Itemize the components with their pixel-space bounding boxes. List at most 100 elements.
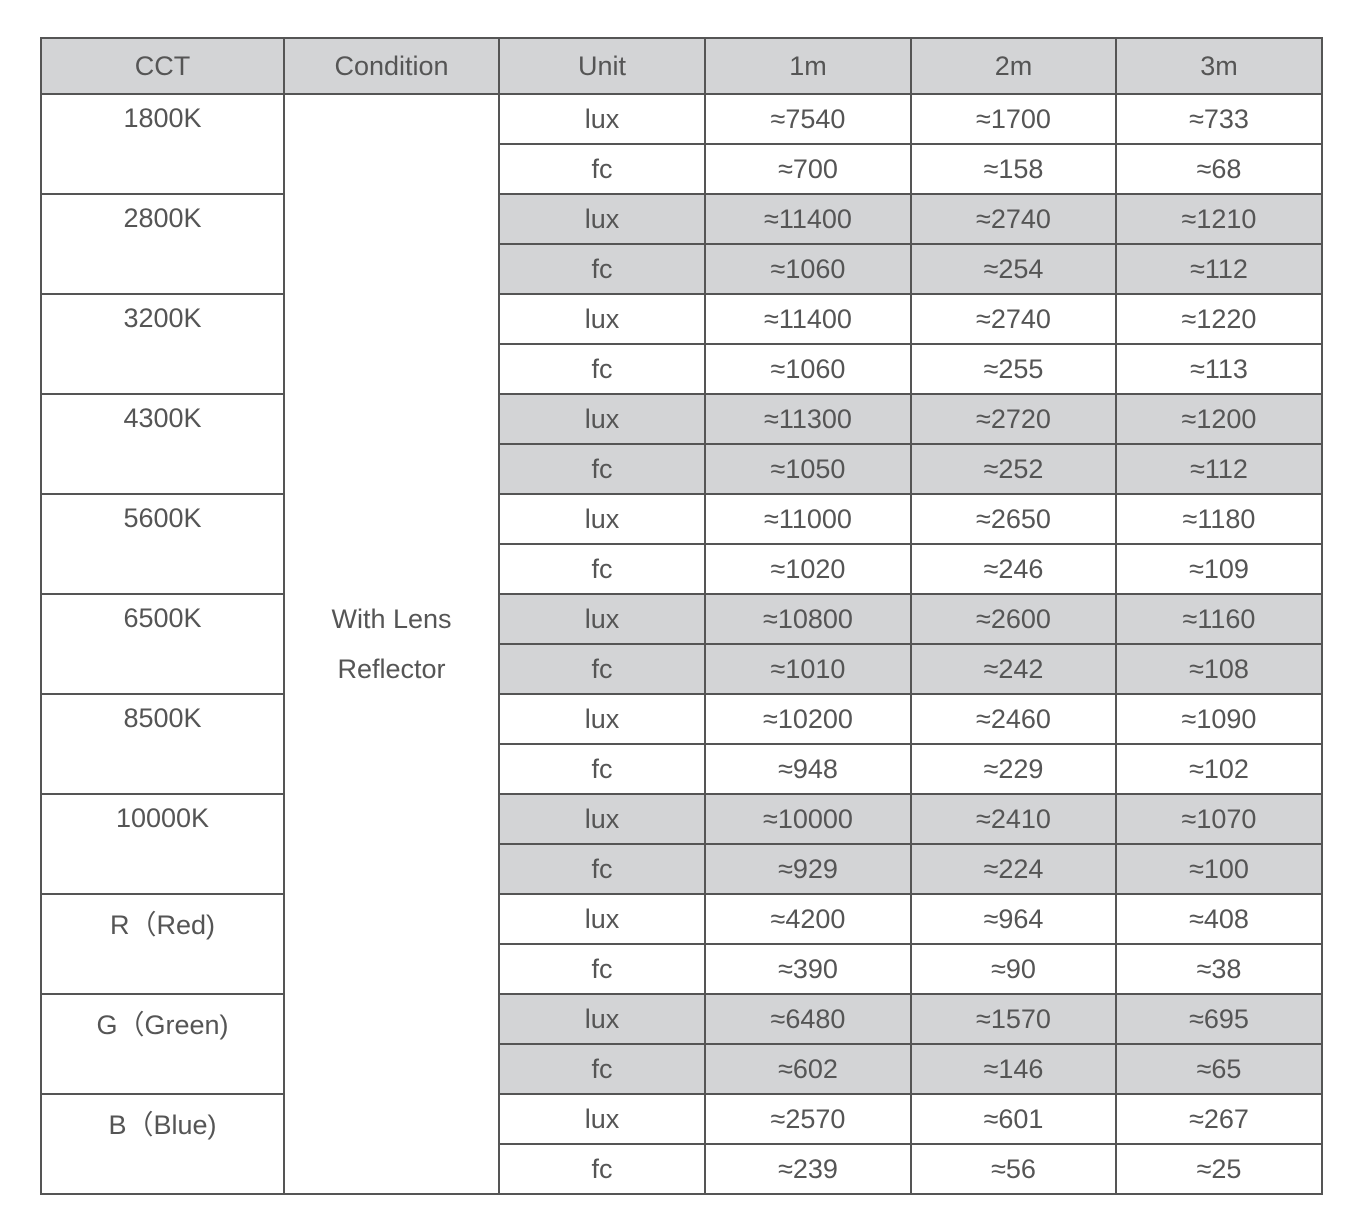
unit-cell: lux (498, 93, 706, 145)
cct-cell: 5600K (40, 493, 285, 595)
value-2m: ≈146 (910, 1043, 1117, 1095)
cct-cell: G（Green) (40, 993, 285, 1095)
table-row: fc ≈929 ≈224 ≈100 (41, 843, 1323, 895)
value-3m: ≈1200 (1115, 393, 1323, 445)
value-2m: ≈254 (910, 243, 1117, 295)
value-1m: ≈10800 (704, 593, 912, 645)
header-cct: CCT (40, 37, 285, 95)
value-2m: ≈246 (910, 543, 1117, 595)
unit-cell: fc (498, 743, 706, 795)
value-3m: ≈25 (1115, 1143, 1323, 1195)
value-2m: ≈2410 (910, 793, 1117, 845)
value-2m: ≈2650 (910, 493, 1117, 545)
value-3m: ≈113 (1115, 343, 1323, 395)
value-2m: ≈229 (910, 743, 1117, 795)
table-row: G（Green) lux ≈6480 ≈1570 ≈695 (40, 993, 1323, 1095)
value-3m: ≈108 (1115, 643, 1323, 695)
value-1m: ≈10000 (704, 793, 912, 845)
value-2m: ≈1570 (910, 993, 1117, 1045)
unit-cell: lux (498, 993, 706, 1045)
value-1m: ≈6480 (704, 993, 912, 1045)
value-1m: ≈11400 (704, 193, 912, 245)
unit-cell: fc (498, 843, 706, 895)
table-row: fc ≈948 ≈229 ≈102 (41, 743, 1323, 795)
table-row: fc ≈1060 ≈255 ≈113 (41, 343, 1323, 395)
value-2m: ≈2740 (910, 293, 1117, 345)
table-row: R（Red) lux ≈4200 ≈964 ≈408 (40, 893, 1323, 995)
cct-cell: 3200K (40, 293, 285, 395)
unit-cell: fc (498, 243, 706, 295)
value-1m: ≈1020 (704, 543, 912, 595)
value-3m: ≈38 (1115, 943, 1323, 995)
value-1m: ≈239 (704, 1143, 912, 1195)
table-row: 10000K lux ≈10000 ≈2410 ≈1070 (40, 793, 1323, 895)
value-2m: ≈2720 (910, 393, 1117, 445)
value-3m: ≈109 (1115, 543, 1323, 595)
value-1m: ≈4200 (704, 893, 912, 945)
cct-cell: 4300K (40, 393, 285, 495)
unit-cell: fc (498, 143, 706, 195)
table-row: 2800K lux ≈11400 ≈2740 ≈1210 (40, 193, 1323, 295)
value-1m: ≈1010 (704, 643, 912, 695)
table-row: 6500K lux ≈10800 ≈2600 ≈1160 (40, 593, 1323, 695)
header-3m: 3m (1115, 37, 1323, 95)
cct-cell: R（Red) (40, 893, 285, 995)
unit-cell: lux (498, 1093, 706, 1145)
value-3m: ≈1160 (1115, 593, 1323, 645)
value-3m: ≈1220 (1115, 293, 1323, 345)
value-3m: ≈65 (1115, 1043, 1323, 1095)
value-3m: ≈695 (1115, 993, 1323, 1045)
value-2m: ≈2740 (910, 193, 1117, 245)
unit-cell: fc (498, 1043, 706, 1095)
table-row: 4300K lux ≈11300 ≈2720 ≈1200 (40, 393, 1323, 495)
unit-cell: fc (498, 543, 706, 595)
value-2m: ≈56 (910, 1143, 1117, 1195)
cct-cell: 10000K (40, 793, 285, 895)
value-2m: ≈964 (910, 893, 1117, 945)
value-3m: ≈68 (1115, 143, 1323, 195)
value-1m: ≈1050 (704, 443, 912, 495)
header-condition: Condition (283, 37, 500, 95)
value-2m: ≈2600 (910, 593, 1117, 645)
value-3m: ≈112 (1115, 243, 1323, 295)
value-1m: ≈11400 (704, 293, 912, 345)
cct-cell: B（Blue) (40, 1093, 285, 1195)
table-row: 3200K lux ≈11400 ≈2740 ≈1220 (40, 293, 1323, 395)
cct-cell: 2800K (40, 193, 285, 295)
value-2m: ≈2460 (910, 693, 1117, 745)
unit-cell: lux (498, 193, 706, 245)
unit-cell: lux (498, 693, 706, 745)
value-1m: ≈929 (704, 843, 912, 895)
header-unit: Unit (498, 37, 706, 95)
unit-cell: lux (498, 893, 706, 945)
value-3m: ≈1210 (1115, 193, 1323, 245)
value-2m: ≈224 (910, 843, 1117, 895)
value-1m: ≈11000 (704, 493, 912, 545)
unit-cell: lux (498, 493, 706, 545)
cct-cell: 1800K (40, 93, 285, 195)
cct-cell: 8500K (40, 693, 285, 795)
cct-cell: 6500K (40, 593, 285, 695)
unit-cell: fc (498, 343, 706, 395)
value-2m: ≈90 (910, 943, 1117, 995)
value-1m: ≈7540 (704, 93, 912, 145)
unit-cell: lux (498, 793, 706, 845)
value-1m: ≈10200 (704, 693, 912, 745)
table-row: fc ≈1050 ≈252 ≈112 (41, 443, 1323, 495)
value-2m: ≈1700 (910, 93, 1117, 145)
table-row: fc ≈1010 ≈242 ≈108 (41, 643, 1323, 695)
table-row: 8500K lux ≈10200 ≈2460 ≈1090 (40, 693, 1323, 795)
table-row: B（Blue) lux ≈2570 ≈601 ≈267 (40, 1093, 1323, 1195)
value-3m: ≈1180 (1115, 493, 1323, 545)
unit-cell: fc (498, 943, 706, 995)
header-2m: 2m (910, 37, 1117, 95)
value-2m: ≈242 (910, 643, 1117, 695)
value-3m: ≈1090 (1115, 693, 1323, 745)
table-row: fc ≈239 ≈56 ≈25 (41, 1143, 1323, 1195)
value-1m: ≈390 (704, 943, 912, 995)
value-2m: ≈158 (910, 143, 1117, 195)
header-1m: 1m (704, 37, 912, 95)
table-row: 1800K With Lens Reflector lux ≈7540 ≈1700 ≈733 (40, 93, 1323, 1195)
unit-cell: fc (498, 1143, 706, 1195)
table-row: fc ≈700 ≈158 ≈68 (41, 143, 1323, 195)
